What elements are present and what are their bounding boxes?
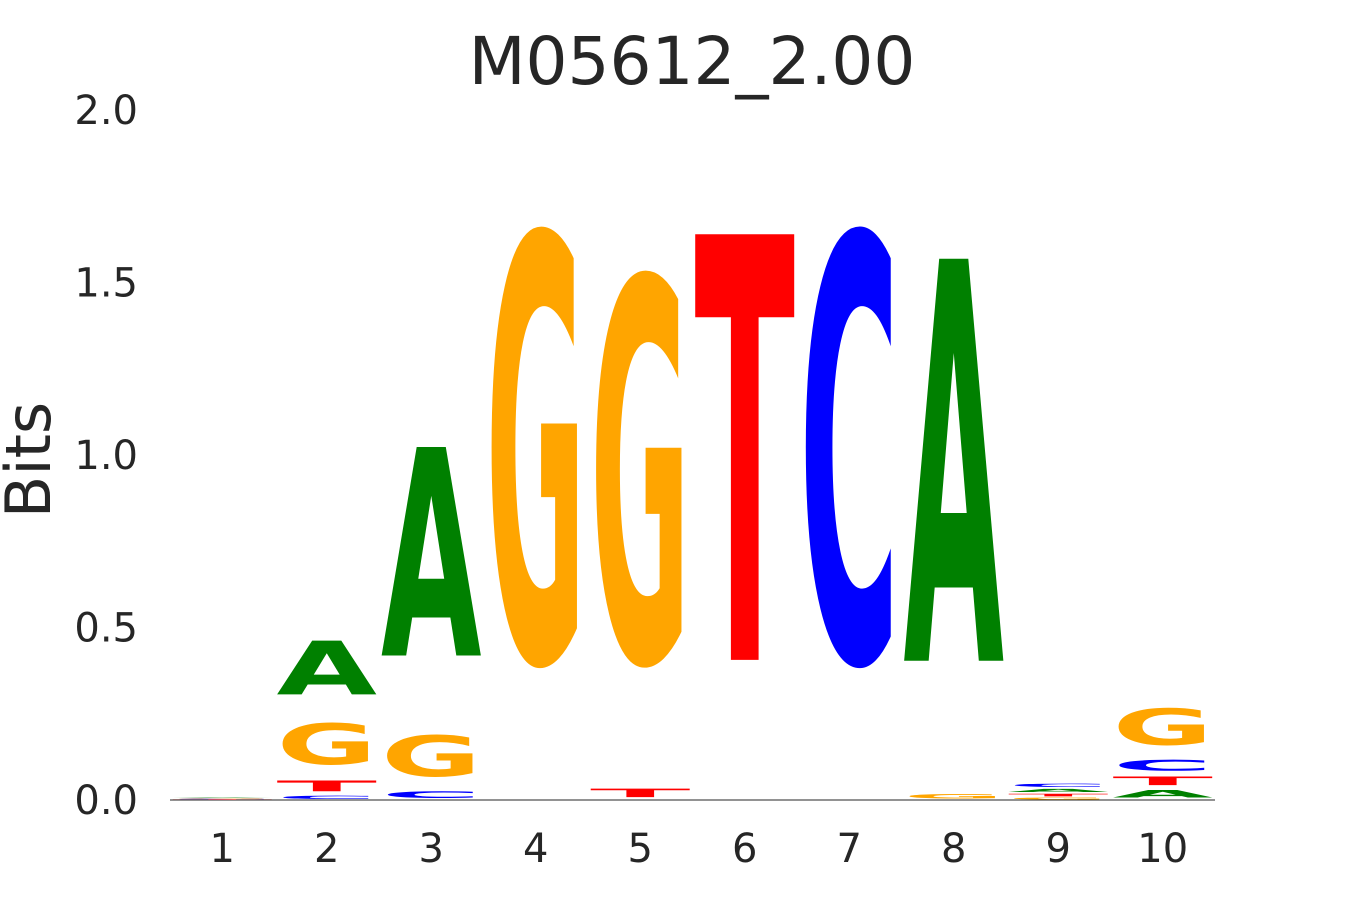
svg-text:C: C <box>172 799 272 800</box>
svg-text:A: A <box>1008 788 1108 793</box>
logo-letter-A-pos-2: A <box>277 626 378 712</box>
logo-letter-G-pos-10: G <box>1113 699 1213 757</box>
svg-text:T: T <box>1008 793 1108 797</box>
logo-letter-A-pos-1: A <box>172 797 272 798</box>
logo-letter-C-pos-9: C <box>1008 783 1109 788</box>
svg-text:G: G <box>172 798 272 799</box>
x-tick-label: 1 <box>210 826 235 872</box>
svg-text:A: A <box>904 150 1005 791</box>
x-tick-label: 5 <box>628 826 653 872</box>
x-tick-label: 7 <box>837 826 862 872</box>
logo-letter-G-pos-8: G <box>904 793 1004 800</box>
svg-text:C: C <box>277 795 378 800</box>
logo-letter-C-pos-7: C <box>799 119 899 799</box>
y-tick-label: 1.5 <box>74 261 138 307</box>
svg-text:T: T <box>172 799 272 800</box>
svg-text:C: C <box>381 790 481 800</box>
logo-letter-T-pos-2: T <box>277 778 378 795</box>
y-tick-label: 1.0 <box>74 433 138 479</box>
svg-text:A: A <box>277 626 378 712</box>
x-tick-label: 9 <box>1046 826 1071 872</box>
x-tick-label: 3 <box>419 826 444 872</box>
logo-letter-T-pos-6: T <box>695 120 796 799</box>
x-tick-label: 2 <box>314 826 339 872</box>
svg-text:C: C <box>799 119 899 799</box>
svg-text:G: G <box>486 119 586 799</box>
svg-text:C: C <box>1008 783 1109 788</box>
y-tick-label: 0.0 <box>74 778 138 824</box>
svg-text:C: C <box>1113 757 1213 774</box>
logo-letter-A-pos-10: A <box>1113 788 1213 800</box>
y-axis-label: Bits <box>0 402 65 518</box>
x-tick-label: 8 <box>941 826 966 872</box>
logo-letter-T-pos-9: T <box>1008 793 1108 797</box>
logo-letter-C-pos-2: C <box>277 795 378 800</box>
svg-text:A: A <box>381 391 481 723</box>
logo-letter-G-pos-1: G <box>172 798 272 799</box>
svg-text:G: G <box>1008 797 1109 800</box>
logo-letter-G-pos-2: G <box>277 713 377 778</box>
x-tick-label: 6 <box>732 826 757 872</box>
svg-text:A: A <box>1113 788 1213 800</box>
svg-text:T: T <box>695 120 796 799</box>
logo-letter-T-pos-10: T <box>1113 774 1214 788</box>
svg-text:T: T <box>590 786 691 800</box>
logo-letter-C-pos-1: C <box>172 799 272 800</box>
svg-text:G: G <box>381 725 481 790</box>
svg-text:T: T <box>1113 774 1214 788</box>
logo-letter-T-pos-5: T <box>590 786 691 800</box>
logo-letter-A-pos-9: A <box>1008 788 1108 793</box>
logo-letter-G-pos-4: G <box>486 119 586 799</box>
x-axis-ticks: 1 2 3 4 5 6 7 8 9 10 <box>210 826 1189 872</box>
svg-text:G: G <box>590 173 690 784</box>
chart-title: M05612_2.00 <box>469 23 916 100</box>
logo-letter-A-pos-8: A <box>904 150 1005 791</box>
y-tick-label: 0.5 <box>74 606 138 652</box>
logo-letter-C-pos-10: C <box>1113 757 1213 774</box>
svg-text:G: G <box>1113 699 1213 757</box>
x-tick-label: 10 <box>1137 826 1188 872</box>
x-tick-label: 4 <box>523 826 548 872</box>
logo-letter-T-pos-1: T <box>172 799 272 800</box>
logo-letter-G-pos-9: G <box>1008 797 1109 800</box>
logo-letter-A-pos-3: A <box>381 391 481 723</box>
svg-text:G: G <box>277 713 377 778</box>
y-tick-label: 2.0 <box>74 88 138 134</box>
svg-text:A: A <box>172 797 272 798</box>
svg-text:T: T <box>277 778 378 795</box>
logo-letter-G-pos-3: G <box>381 725 481 790</box>
svg-text:G: G <box>904 793 1004 800</box>
logo-letter-G-pos-5: G <box>590 173 690 784</box>
logo-letter-C-pos-3: C <box>381 790 481 800</box>
y-axis-ticks: 0.0 0.5 1.0 1.5 2.0 <box>74 88 138 824</box>
